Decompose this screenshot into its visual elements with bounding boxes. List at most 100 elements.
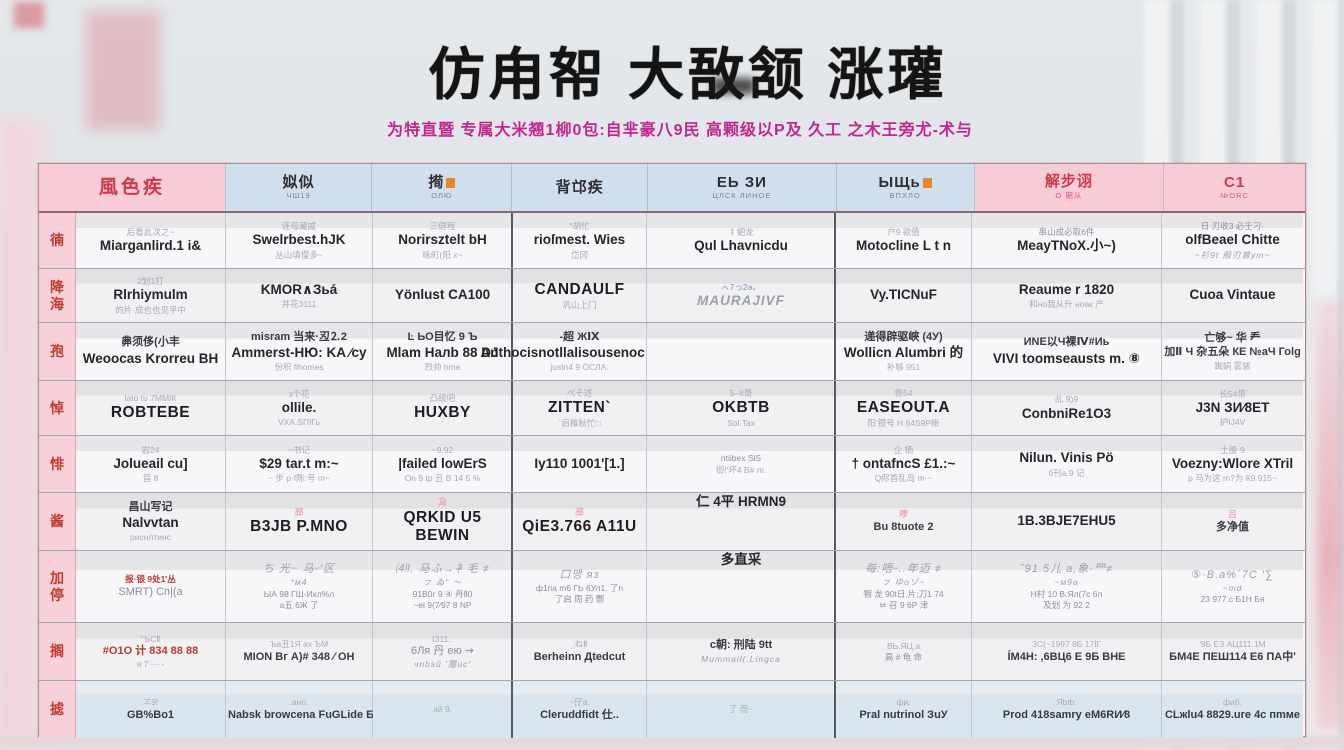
cell-text: Cleruddfidt 仕.. xyxy=(540,708,619,721)
table-cell: 亡够~ 华 龵加Ⅱ Ч 杂五朵 КЕ №аЧ Гоlg 踟娟 雾骇 xyxy=(1162,323,1303,380)
cell-text: Ъа丑1Я ах ЪМ xyxy=(269,639,329,650)
table-cell: 仁 4平 HRMN9 xyxy=(647,493,836,550)
table-row: 孢丳须侈(小丰 Weoocas Krorreu BH misram 当来·丒⒉2 Am… xyxy=(39,323,1305,381)
cell-text: Bu 8tuote 2 xyxy=(873,520,934,533)
table-cell: Nilun. Vinis Pö б刊а 9 记 xyxy=(972,436,1162,492)
cell-text: а五 6Ж 了 xyxy=(279,599,319,610)
cell-text: ㆸ9! xyxy=(142,697,159,708)
cell-text: 了启 周 药 酆 xyxy=(554,594,605,605)
cell-text: 丛山填慢多~ xyxy=(275,249,323,260)
cell-text: ~衫9t 般刃曾ym~ xyxy=(1194,249,1271,260)
brand-logo-subtext: О 期从 xyxy=(1055,191,1083,201)
cell-text: ⑷l. 马ふ→衤毛 ≠ xyxy=(395,563,490,576)
cell-text: 吕 xyxy=(1228,509,1237,520)
cell-text: Norirsztelt bH xyxy=(398,232,487,248)
table-cell: ΙЗ11.. 6Ля 丹 ею ⇝ чnbsй '層ис' xyxy=(373,623,513,680)
table-cell: 递得辟驱峡 (4У) Wollicn Alumbri 的补够 951 xyxy=(834,323,972,380)
cell-text: 和но我从升 ноак 产 xyxy=(1029,299,1104,309)
cell-text: Iy110 1001'[1.] xyxy=(534,455,625,471)
table-cell: Cuoa Vintaue xyxy=(1162,269,1303,322)
table-cell: 每:唔ᵕ..年迈 ≠ ㇷ ゆoゾ~ 犌 龙 90t日.片;刀1 74 ㅂ 召 9 6P… xyxy=(834,551,972,622)
cell-text: Ammerst-НЮ: KA ∕су xyxy=(231,344,367,360)
cell-text: 邳 xyxy=(575,506,584,517)
table-cell: 邳 B3JB P.MNO xyxy=(226,493,373,550)
table-cell: 多直采 xyxy=(647,551,836,622)
cell-text: 巩山上门 xyxy=(562,300,597,311)
cell-text: 仁 4平 HRMN9 xyxy=(695,494,786,509)
cell-text: 邳 xyxy=(294,506,304,517)
cell-text: 多直采 xyxy=(720,552,762,567)
header-cell: 背邙疾 xyxy=(512,164,649,211)
cell-text: 咏町(阳 x~ xyxy=(422,249,463,260)
brand-logo: 姒似 xyxy=(282,173,315,191)
cell-text: Pral nutrinol ЗuУ xyxy=(859,708,948,721)
table-cell: ㇸ7っ2ə〟 MAURAJIVF xyxy=(647,269,836,322)
table-cell: ⑷l. 马ふ→衤毛 ≠ ㇷ ゐ“ 〜 91В0г 9 ④ 舟Ⅱ0 ~el 9(7∕97… xyxy=(373,551,513,622)
cell-text: 烈帅 hme xyxy=(424,362,461,373)
table-cell: 报·银 9处1'丛 SMRT) Сп|(а xyxy=(76,551,226,622)
cell-text: '9Б ЕЗ АЦ111.1М xyxy=(1199,639,1266,650)
cell-text: 岩24 xyxy=(141,444,160,455)
cell-text: justn4 9 ОСЛА: xyxy=(550,362,609,373)
cell-text: ⑤·В.а%´7С '∑ xyxy=(1191,568,1274,581)
table-cell: ち 光┈ 马ᵕ'区 *м4 ЫА 98 ГШ-Ихл%л а五 6Ж 了 xyxy=(226,551,373,622)
cell-text: $29 tar.t m:~ xyxy=(259,455,339,471)
row-label: 降海 xyxy=(39,269,76,322)
table-header-row: 風色疾 姒似 ЧШ19 㨚 ОЛЮ 背邙疾 ЕЬ ЗИ ЦЛСК ЛИНОЕ ЫЩь ВПХЛО 解… xyxy=(39,164,1305,213)
brand-logo-subtext: ВПХЛО xyxy=(889,191,921,201)
cell-text: OKBTB xyxy=(712,398,770,416)
cell-text: Motocline L t n xyxy=(856,238,951,253)
table-cell: ntiibex SiS 街!'坏4 B# m. xyxy=(647,436,836,492)
table-cell: ай 9. xyxy=(373,681,513,738)
cell-text: ConbniRe1O3 xyxy=(1021,405,1112,421)
cell-text: EASEOUT.A xyxy=(856,398,951,416)
cell-text: Sol.Tax xyxy=(727,418,755,429)
cell-text: чnbsй '層ис' xyxy=(414,659,471,670)
table-cell: 5–8哥 OKBTB Sol.Tax xyxy=(647,381,836,435)
table-cell: 口맹 яз ф1па m6 ГЬ 6Ул1. 了n 了启 周 药 酆 xyxy=(511,551,647,622)
table-cell: Яbtb. Prod 418samry еМ6RИ∕8 xyxy=(972,681,1162,738)
cell-text: ~仔а. xyxy=(569,697,590,708)
cell-text: Reaume r 1820 xyxy=(1018,281,1115,297)
cell-text: ㅂ 召 9 6P 津 xyxy=(878,599,929,610)
cell-text: HUXBY xyxy=(414,404,471,422)
table-cell: °胡忙 rioſmest. Wies 岱冈 xyxy=(511,213,647,268)
brand-logo: 解步诩 xyxy=(1044,172,1093,190)
row-label: 搁 xyxy=(39,623,76,680)
cell-text: 阳'银号 H 64S9P帐 xyxy=(867,418,940,429)
cell-text: On 9 tp 丑 B 14 5 % xyxy=(404,473,481,484)
comparison-table: 風色疾 姒似 ЧШ19 㨚 ОЛЮ 背邙疾 ЕЬ ЗИ ЦЛСК ЛИНОЕ ЫЩь ВПХЛО 解… xyxy=(38,163,1306,738)
cell-text: ВЬ.ЯЦ.а xyxy=(886,640,921,651)
cell-text: MAURAJIVF xyxy=(697,293,785,308)
cell-text: Nilun. Vinis Pö xyxy=(1019,450,1114,466)
cell-text: ~9.92 xyxy=(431,444,454,455)
cell-text: J3N ЗИ∕8ЕТ xyxy=(1195,399,1270,415)
cell-text: .ано. xyxy=(289,697,309,708)
cell-text: 5–8哥 xyxy=(729,387,753,398)
cell-text: p 马为这 m?为 К9 915~ xyxy=(1188,473,1277,484)
table-cell: KMOR∧Зьá 并花3111 xyxy=(226,269,373,322)
cell-text: Anthocisnotllalisousenoc Cum xyxy=(480,344,679,360)
table-cell: .ано.Nabsk browcena FuGLide Б1 уar ThОk … xyxy=(226,681,545,738)
brand-logo: 㨚 xyxy=(428,174,455,191)
cell-text: Vy.TICNuF xyxy=(870,287,937,303)
cell-text: rioſmest. Wies xyxy=(533,232,626,248)
cell-text: фиб. xyxy=(1223,697,1242,708)
cell-text: с朝: 刑陆 9tt xyxy=(709,639,773,652)
cell-text: ZITTEN` xyxy=(548,398,611,416)
cell-text: QiE3.766 A11U xyxy=(522,517,637,535)
table-row: 悱 岩24 Jolueail cu] 筥 8 ~书记 $29 tar.t m:~ ~ 步 p… xyxy=(39,436,1305,493)
brand-logo: ЕЬ ЗИ xyxy=(716,173,767,191)
cell-text: риснлтинс xyxy=(130,532,171,543)
table-cell: ¸ね́Ⅱ Berheinn Дtedcut xyxy=(511,623,647,680)
cell-text: СLжlu4 8829.urе 4с пmме xyxy=(1164,708,1301,721)
cell-text: 报·银 9处1'丛 xyxy=(125,574,176,585)
table-cell: 啰 Bu 8tuote 2 xyxy=(834,493,972,550)
row-label: 悼 xyxy=(39,381,76,435)
cell-text: 2划1打 xyxy=(137,276,164,287)
cell-text: ~м9a xyxy=(1054,577,1079,588)
table-cell: Yönlust CA100 xyxy=(373,269,513,322)
table-row: 悼 lato tu 7MМΙК ROBTEBE з个花 ollile. VXА.SПIГь… xyxy=(39,381,1305,436)
cell-text: з个花 xyxy=(288,388,310,399)
cell-text: 啰 xyxy=(899,509,908,520)
